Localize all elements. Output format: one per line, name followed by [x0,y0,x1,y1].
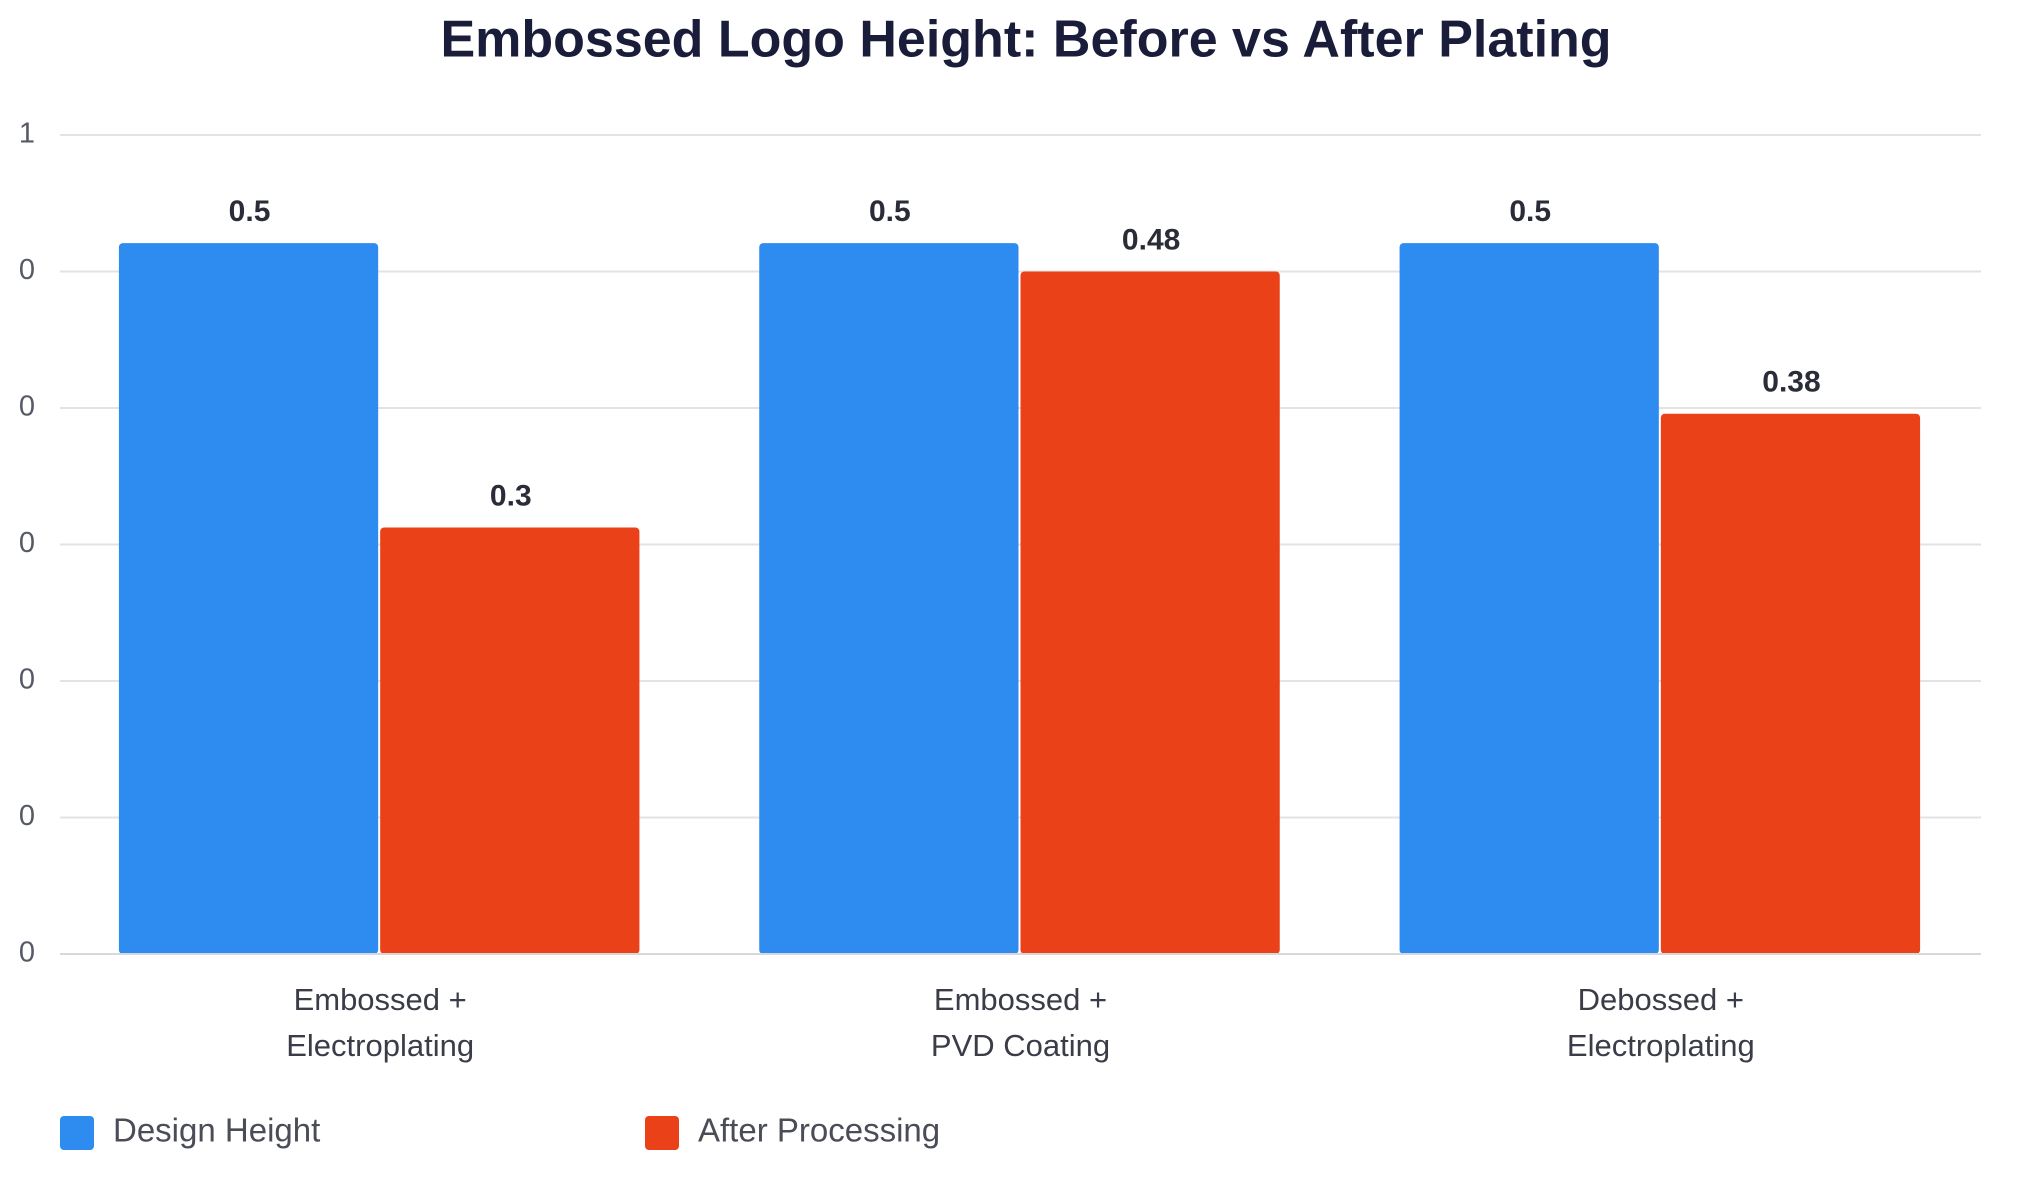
x-tick-line: PVD Coating [931,1028,1110,1063]
bar [1020,271,1280,954]
value-label: 0.48 [1122,223,1180,256]
value-label: 0.5 [869,195,911,228]
y-tick-label: 1 [19,118,35,150]
x-tick-line: Embossed + [934,982,1107,1017]
y-tick-label: 0 [19,664,35,696]
value-label: 0.3 [490,479,532,512]
y-tick-label: 0 [19,527,35,559]
legend-label: Design Height [113,1112,320,1149]
legend-swatch [645,1116,679,1150]
x-tick-line: Electroplating [286,1028,474,1063]
legend-label: After Processing [698,1112,940,1149]
chart-title: Embossed Logo Height: Before vs After Pl… [440,11,1611,69]
value-label: 0.5 [1509,195,1551,228]
value-label: 0.38 [1762,366,1820,399]
value-label: 0.5 [229,195,271,228]
x-tick-line: Debossed + [1578,982,1744,1017]
x-tick-line: Electroplating [1567,1028,1755,1063]
y-tick-label: 0 [19,937,35,969]
bar [1660,413,1921,954]
x-tick-label: Debossed + Electroplating [1567,982,1755,1063]
y-tick-label: 0 [19,800,35,832]
x-tick-line: Embossed + [294,982,467,1017]
bar [118,243,379,954]
bar [380,527,640,954]
x-tick-label: Embossed + Electroplating [286,982,474,1063]
legend-swatch [60,1116,94,1150]
y-tick-label: 0 [19,254,35,286]
bar [1399,243,1659,954]
bar [759,243,1019,954]
y-tick-label: 0 [19,391,35,423]
x-tick-label: Embossed + PVD Coating [931,982,1110,1063]
